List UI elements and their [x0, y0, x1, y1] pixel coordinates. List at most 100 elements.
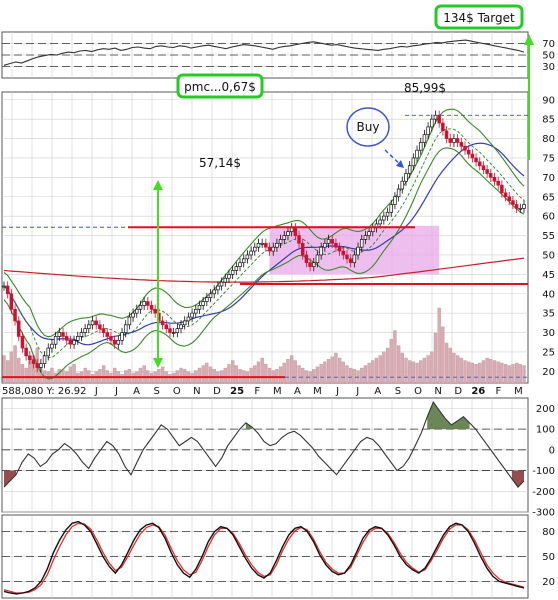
candle-body: [105, 332, 110, 337]
candle-body: [149, 305, 154, 310]
x-axis-tick: O: [173, 386, 181, 397]
candle-body: [352, 254, 357, 264]
x-axis-tick: F: [496, 386, 502, 397]
candle-body: [186, 316, 191, 322]
candle-body: [514, 204, 519, 209]
candle-body: [503, 192, 508, 198]
volume-bar: [463, 360, 467, 384]
candle-body: [481, 165, 486, 170]
volume-bar: [312, 369, 316, 384]
cci-frame: [1, 397, 529, 513]
price-tick: 85: [542, 115, 555, 126]
volume-bar: [452, 352, 456, 384]
volume-bar: [437, 307, 441, 384]
candle-body: [275, 242, 279, 248]
volume-bar: [256, 361, 261, 384]
volume-bar: [267, 367, 272, 384]
candle-body: [50, 343, 54, 349]
range-arrow-head-down: [153, 358, 163, 368]
candle-body: [496, 180, 500, 186]
top-indicator-tick: 50: [542, 51, 555, 62]
volume-bar: [393, 330, 397, 384]
candle-body: [407, 165, 412, 174]
buy-circle: [346, 107, 390, 147]
volume-bar: [396, 345, 401, 384]
volume-bar: [50, 367, 54, 384]
candle-body: [17, 320, 21, 337]
candle-body: [300, 242, 305, 256]
sma-mid-line: [3, 142, 525, 346]
volume-bar: [319, 364, 323, 384]
candle-body: [87, 324, 91, 330]
candle-body: [164, 324, 169, 330]
volume-bar: [371, 360, 375, 384]
volume-bar: [293, 360, 297, 384]
volume-bar: [485, 357, 489, 384]
volume-bar: [467, 361, 471, 384]
candle-body: [477, 161, 482, 167]
x-axis-tick: J: [335, 386, 339, 397]
candle-body: [267, 246, 272, 252]
candle-body: [463, 145, 467, 151]
candle-body: [511, 200, 515, 205]
volume-bar: [415, 362, 419, 384]
price-tick: 45: [542, 270, 555, 281]
price-panel: 20 25 30 35 40 45 50 55 60 65 70 75 80 85 90 F M A M J J A S O N…: [1, 91, 555, 397]
x-axis-tick: A: [374, 386, 381, 397]
x-axis-tick: M: [313, 386, 322, 397]
sma-long-line: [3, 257, 525, 283]
volume-bar: [419, 360, 423, 384]
top-indicator-tick: 30: [542, 62, 555, 73]
candle-body: [72, 339, 76, 345]
candle-body: [253, 246, 257, 252]
volume-bar: [330, 356, 334, 384]
volume-bar: [290, 355, 294, 384]
candle-body: [219, 281, 224, 287]
x-axis-tick: 25: [230, 386, 244, 397]
cci-panel: -300 -200 -100 0 100 200: [1, 397, 555, 519]
volume-bar: [382, 351, 386, 384]
candle-body: [492, 177, 497, 182]
candle-body: [415, 149, 419, 159]
volume-bar: [441, 326, 445, 384]
top-indicator-line: [3, 39, 525, 66]
x-axis-tick: M: [273, 386, 282, 397]
candle-body: [208, 293, 213, 298]
volume-bar: [260, 357, 264, 384]
candle-body: [393, 196, 397, 205]
candle-body: [57, 332, 62, 337]
volume-bar: [72, 364, 76, 384]
volume-bar: [426, 355, 430, 384]
volume-bar: [433, 332, 438, 384]
candle-body: [241, 258, 246, 264]
volume-bar: [408, 360, 412, 384]
price-tick: 20: [542, 367, 555, 378]
candle-body: [109, 336, 113, 341]
volume-bar: [278, 366, 283, 384]
volume-bar: [101, 365, 106, 384]
sma-short-line: [3, 128, 525, 359]
price-tick: 50: [542, 250, 555, 261]
volume-bar: [227, 364, 231, 384]
candle-body: [197, 305, 202, 310]
stochastic-panel: 20 50 80: [1, 514, 555, 599]
x-axis-tick: J: [114, 386, 118, 397]
candle-body: [522, 204, 526, 209]
volume-bar: [301, 367, 305, 384]
volume-bar: [183, 369, 187, 384]
volume-bar: [507, 365, 511, 384]
candle-body: [433, 114, 438, 120]
candle-body: [31, 359, 36, 364]
candle-body: [452, 138, 456, 143]
cci-oversold-fill: [4, 470, 17, 488]
cci-line: [3, 400, 525, 488]
volume-bar: [223, 367, 227, 384]
x-axis-tick: S: [395, 386, 401, 397]
x-axis-tick: A: [294, 386, 301, 397]
price-tick: 80: [542, 134, 555, 145]
volume-bar: [98, 369, 102, 384]
cursor-readout: 588,080 Y: 26.92: [2, 386, 87, 397]
candle-body: [264, 242, 268, 248]
volume-bar: [112, 367, 117, 384]
